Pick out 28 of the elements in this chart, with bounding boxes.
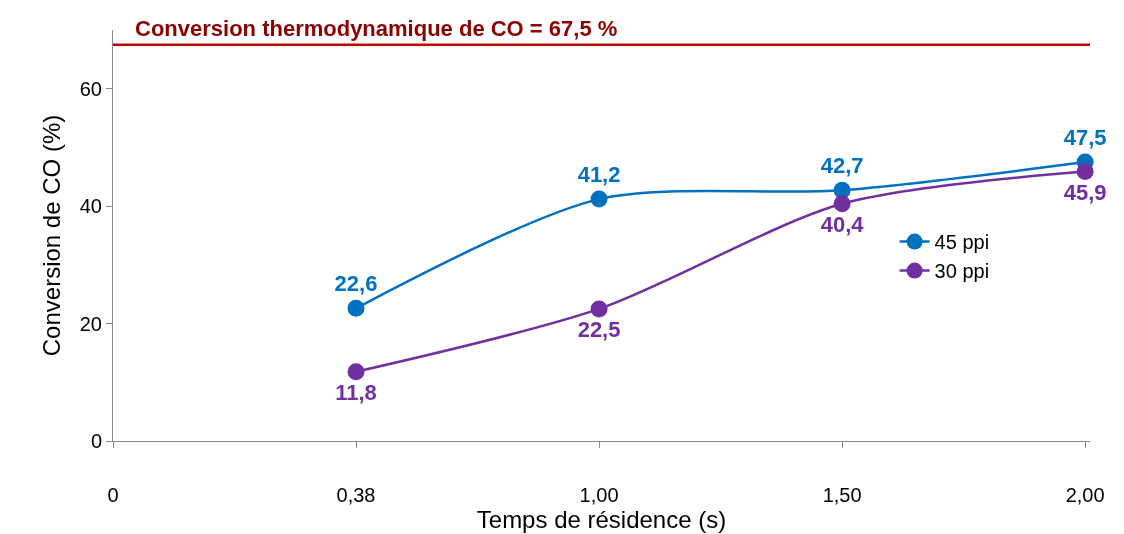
data-label: 40,4 bbox=[820, 211, 865, 237]
point bbox=[833, 195, 851, 213]
y-tick-label: 40 bbox=[79, 195, 102, 218]
x-tick-label: 1,00 bbox=[579, 484, 619, 506]
data-label: 22,6 bbox=[334, 271, 378, 297]
ref-line-label: Conversion thermodynamique de CO = 67,5 % bbox=[135, 16, 618, 41]
data-label: 22,5 bbox=[577, 317, 621, 343]
x-axis-title: Temps de résidence (s) bbox=[476, 506, 727, 533]
y-tick-label: 20 bbox=[79, 312, 102, 335]
x-tick-label: 0,38 bbox=[336, 484, 376, 506]
data-label: 47,5 bbox=[1063, 124, 1107, 150]
x-tick-label: 2,00 bbox=[1065, 484, 1105, 506]
data-label: 45,9 bbox=[1063, 179, 1107, 205]
point bbox=[1076, 163, 1094, 180]
y-tick-label: 0 bbox=[90, 430, 102, 452]
data-label: 41,2 bbox=[577, 161, 621, 187]
point bbox=[347, 299, 365, 317]
legend-label: 45 ppi bbox=[934, 231, 990, 254]
data-label: 11,8 bbox=[335, 379, 377, 405]
point bbox=[590, 300, 608, 318]
x-tick-label: 1,50 bbox=[822, 484, 862, 506]
y-tick-label: 60 bbox=[79, 77, 102, 100]
data-label: 42,7 bbox=[820, 153, 864, 179]
point bbox=[347, 363, 365, 381]
x-tick-label: 0 bbox=[107, 484, 119, 506]
point bbox=[590, 190, 608, 208]
y-axis-title: Conversion de CO (%) bbox=[37, 114, 65, 357]
legend-label: 30 ppi bbox=[934, 260, 990, 283]
